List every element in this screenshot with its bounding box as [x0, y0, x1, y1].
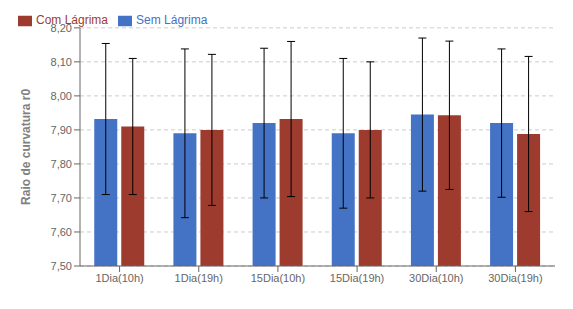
svg-text:7,90: 7,90 [51, 124, 72, 136]
svg-text:7,50: 7,50 [51, 260, 72, 272]
svg-text:15Dia(19h): 15Dia(19h) [330, 272, 384, 284]
svg-text:15Dia(10h): 15Dia(10h) [251, 272, 305, 284]
svg-text:Raio de curvatura r0: Raio de curvatura r0 [19, 89, 33, 205]
svg-text:7,80: 7,80 [51, 158, 72, 170]
svg-text:7,60: 7,60 [51, 226, 72, 238]
svg-text:1Dia(19h): 1Dia(19h) [175, 272, 223, 284]
svg-text:8,20: 8,20 [51, 22, 72, 34]
svg-text:1Dia(10h): 1Dia(10h) [95, 272, 143, 284]
svg-text:30Dia(19h): 30Dia(19h) [488, 272, 542, 284]
svg-text:7,70: 7,70 [51, 192, 72, 204]
svg-text:8,00: 8,00 [51, 90, 72, 102]
svg-text:8,10: 8,10 [51, 56, 72, 68]
svg-text:30Dia(10h): 30Dia(10h) [409, 272, 463, 284]
